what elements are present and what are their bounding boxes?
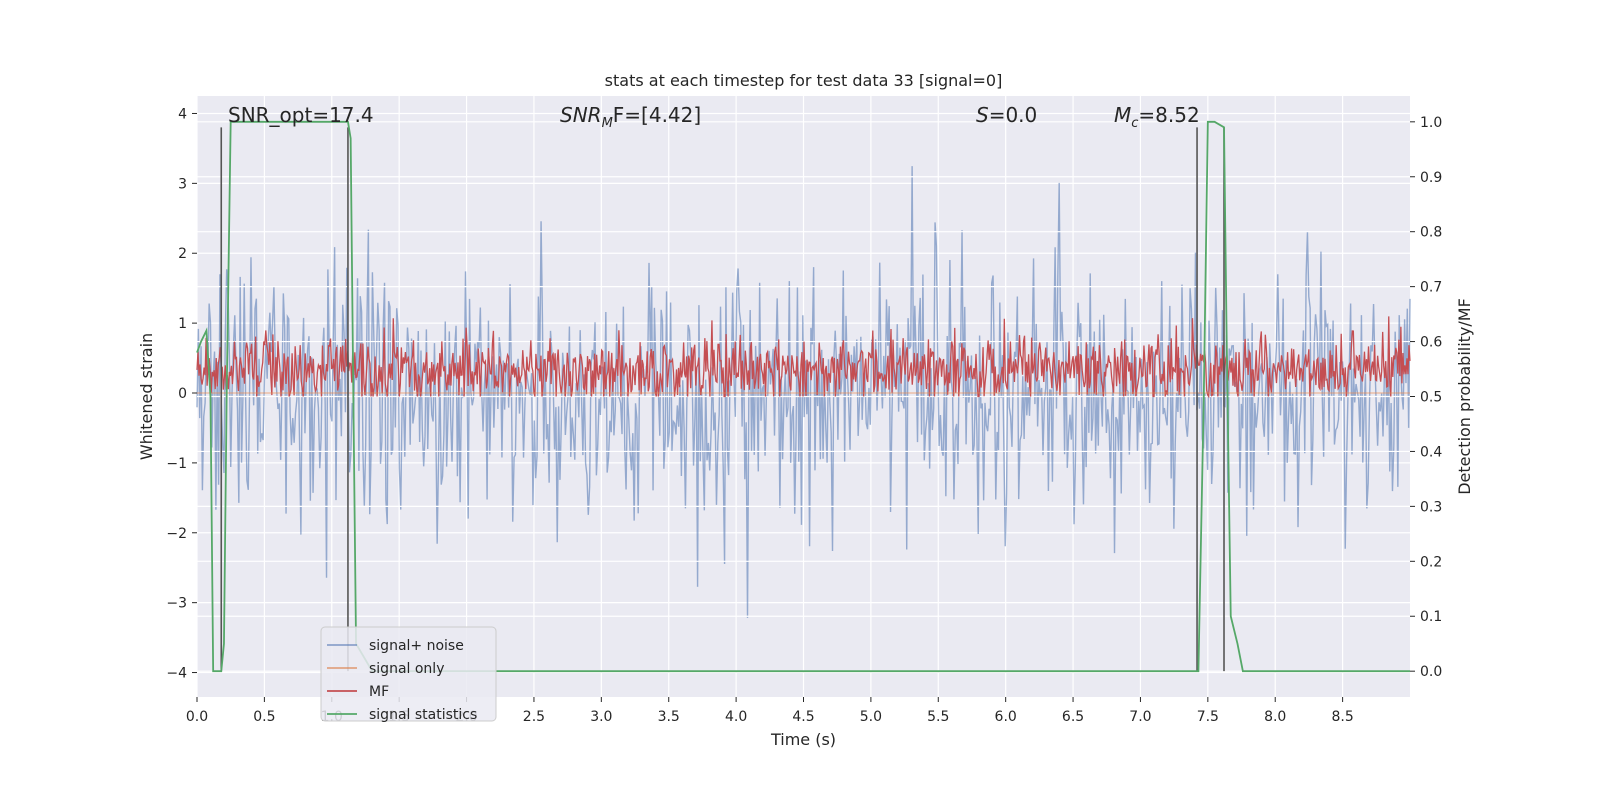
annotation-s-var: S xyxy=(976,103,989,127)
y-ticks-right: 0.0 0.1 0.2 0.3 0.4 0.5 0.6 0.7 0.8 0.9 1.0 xyxy=(1410,115,1442,680)
y-tick-label-right: 1.0 xyxy=(1420,115,1442,131)
legend-box xyxy=(320,626,497,722)
legend-entry: signal statistics xyxy=(327,707,477,723)
y-tick-label-left: 2 xyxy=(178,246,187,262)
legend: signal+ noise signal only MF signal statist… xyxy=(320,626,497,723)
y-tick-label-left: −2 xyxy=(166,526,187,542)
y-tick-label-left: 4 xyxy=(178,106,187,122)
annotation-mc-rest: =8.52 xyxy=(1138,103,1199,127)
x-tick-label: 5.0 xyxy=(860,709,882,725)
y-tick-label-right: 0.7 xyxy=(1420,280,1442,296)
vertical-markers xyxy=(220,127,1225,672)
x-tick-label: 2.5 xyxy=(523,709,545,725)
y-tick-label-right: 0.3 xyxy=(1420,499,1442,515)
annotation-mc-var: M xyxy=(1114,103,1131,127)
y-tick-label-right: 0.2 xyxy=(1420,554,1442,570)
y-ticks-left: −4 −3 −2 −1 0 1 2 3 4 xyxy=(166,106,197,682)
x-tick-label: 0.5 xyxy=(253,709,275,725)
x-tick-label: 7.0 xyxy=(1129,709,1151,725)
y-tick-label-right: 0.4 xyxy=(1420,444,1442,460)
y-tick-label-right: 0.5 xyxy=(1420,390,1442,406)
x-tick-label: 4.0 xyxy=(725,709,747,725)
legend-label: MF xyxy=(369,684,389,700)
series-mf xyxy=(196,316,1411,399)
legend-label: signal only xyxy=(369,661,444,677)
legend-label: signal statistics xyxy=(369,707,477,723)
x-tick-label: 5.5 xyxy=(927,709,949,725)
y-tick-label-left: −1 xyxy=(166,456,187,472)
x-tick-label: 8.0 xyxy=(1264,709,1286,725)
legend-label: signal+ noise xyxy=(369,638,464,654)
x-tick-label: 7.5 xyxy=(1197,709,1219,725)
y-tick-label-left: −4 xyxy=(166,666,187,682)
y-tick-label-left: 1 xyxy=(178,316,187,332)
y-axis-label-right: Detection probability/MF xyxy=(1455,298,1474,495)
x-tick-label: 0.0 xyxy=(186,709,208,725)
annotation-s: S=0.0 xyxy=(976,103,1037,127)
annotation-mc-sub: c xyxy=(1131,116,1138,131)
y-tick-label-left: −3 xyxy=(166,596,187,612)
chart-title: stats at each timestep for test data 33 … xyxy=(605,71,1003,90)
y-tick-label-left: 3 xyxy=(178,176,187,192)
annotation-snr-mf-main: SNR xyxy=(560,103,602,127)
annotation-snr-mf-rest: F=[4.42] xyxy=(613,103,701,127)
annotation-mc: Mc=8.52 xyxy=(1114,103,1200,131)
x-tick-label: 4.5 xyxy=(792,709,814,725)
x-tick-label: 3.5 xyxy=(658,709,680,725)
legend-entry: signal only xyxy=(327,661,444,677)
annotation-snr-opt: SNR_opt=17.4 xyxy=(228,103,374,127)
x-tick-label: 6.0 xyxy=(995,709,1017,725)
annotation-snr-mf-sub: M xyxy=(602,116,613,131)
x-axis-label: Time (s) xyxy=(770,730,836,749)
legend-entry: signal+ noise xyxy=(327,638,464,654)
x-tick-label: 8.5 xyxy=(1331,709,1353,725)
x-tick-label: 6.5 xyxy=(1062,709,1084,725)
y-tick-label-right: 0.0 xyxy=(1420,664,1442,680)
annotation-snr-mf: SNRMF=[4.42] xyxy=(560,103,701,131)
y-tick-label-right: 0.9 xyxy=(1420,170,1442,186)
y-tick-label-right: 0.8 xyxy=(1420,225,1442,241)
annotation-s-rest: =0.0 xyxy=(989,103,1038,127)
y-tick-label-right: 0.6 xyxy=(1420,335,1442,351)
legend-entry: MF xyxy=(327,684,389,700)
y-axis-label-left: Whitened strain xyxy=(137,333,156,460)
y-tick-label-left: 0 xyxy=(178,386,187,402)
mf-line xyxy=(196,316,1411,399)
y-tick-label-right: 0.1 xyxy=(1420,609,1442,625)
x-tick-label: 3.0 xyxy=(590,709,612,725)
